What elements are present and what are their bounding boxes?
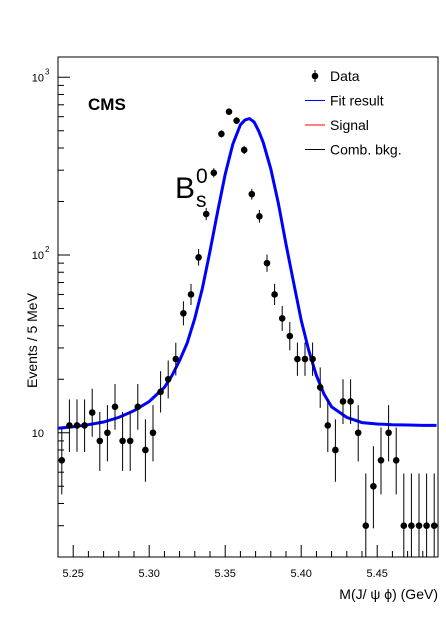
data-point — [400, 522, 408, 529]
y-axis-label: Events / 5 MeV — [24, 292, 40, 388]
data-point — [263, 259, 271, 267]
data-point — [119, 437, 126, 445]
x-tick-label: 5.40 — [290, 568, 311, 580]
data-point — [430, 522, 438, 529]
data-point — [316, 384, 324, 391]
legend-label: Comb. bkg. — [330, 142, 402, 158]
x-tick-label: 5.35 — [214, 568, 235, 580]
y-tick-label: 10 — [32, 72, 44, 84]
cms-label: CMS — [88, 95, 126, 114]
data-point — [278, 315, 286, 322]
peak-label: B 0 s — [175, 165, 208, 212]
legend-label: Fit result — [330, 93, 384, 109]
data-point — [187, 291, 195, 298]
data-point — [240, 146, 248, 154]
data-point — [362, 522, 370, 529]
data-point — [172, 355, 180, 363]
data-point — [96, 437, 104, 445]
data-points — [58, 108, 438, 557]
data-point — [66, 422, 73, 429]
data-point — [415, 522, 423, 529]
x-tick-label: 5.25 — [62, 568, 83, 580]
x-axis: 5.25 5.30 5.35 5.40 5.45 — [57, 545, 439, 580]
data-point — [370, 482, 377, 490]
data-point — [408, 522, 415, 529]
data-point — [210, 169, 218, 177]
x-tick-label: 5.45 — [366, 568, 387, 580]
y-tick-label: 10 — [32, 428, 44, 440]
data-point — [385, 429, 392, 437]
data-point — [301, 355, 309, 363]
data-point — [88, 409, 96, 416]
legend-data-marker — [311, 72, 319, 80]
data-point — [423, 522, 430, 529]
data-point — [256, 213, 263, 220]
fit-curves — [57, 116, 437, 430]
data-point — [157, 388, 164, 396]
x-axis-label: M(J/ ψ ϕ) (GeV) — [339, 586, 438, 602]
data-point — [73, 422, 81, 429]
data-point — [134, 403, 142, 411]
data-point — [377, 456, 385, 464]
data-point — [294, 355, 301, 363]
data-point — [149, 429, 157, 437]
y-tick-exponent: 3 — [45, 67, 50, 76]
fit-result-curve — [57, 116, 437, 430]
data-point — [354, 429, 362, 437]
data-point — [180, 309, 187, 317]
data-point — [202, 210, 210, 218]
legend: Data Fit result Signal Comb. bkg. — [305, 68, 402, 158]
data-point — [324, 422, 332, 429]
data-point — [248, 190, 256, 198]
peak-label-sup: 0 — [196, 165, 208, 188]
data-point — [58, 456, 66, 464]
data-point — [164, 375, 172, 383]
data-point — [225, 108, 233, 116]
data-point — [233, 117, 240, 124]
data-point — [392, 456, 400, 464]
data-point — [218, 130, 225, 138]
data-point — [111, 403, 119, 411]
legend-label: Signal — [330, 117, 369, 133]
data-point — [309, 355, 316, 363]
data-point — [104, 429, 111, 437]
peak-label-sub: s — [196, 189, 207, 212]
peak-label-main: B — [175, 172, 195, 205]
y-tick-label: 10 — [32, 250, 44, 262]
legend-label: Data — [330, 68, 360, 84]
y-tick-exponent: 2 — [45, 245, 50, 254]
x-tick-label: 5.30 — [138, 568, 159, 580]
plot-frame — [57, 56, 439, 558]
data-point — [332, 446, 339, 454]
data-point — [271, 291, 278, 298]
data-point — [126, 437, 134, 445]
data-point — [339, 398, 347, 405]
data-point — [81, 422, 88, 429]
data-point — [195, 254, 202, 261]
data-point — [286, 332, 294, 340]
data-point — [347, 398, 354, 405]
data-point — [142, 446, 149, 454]
